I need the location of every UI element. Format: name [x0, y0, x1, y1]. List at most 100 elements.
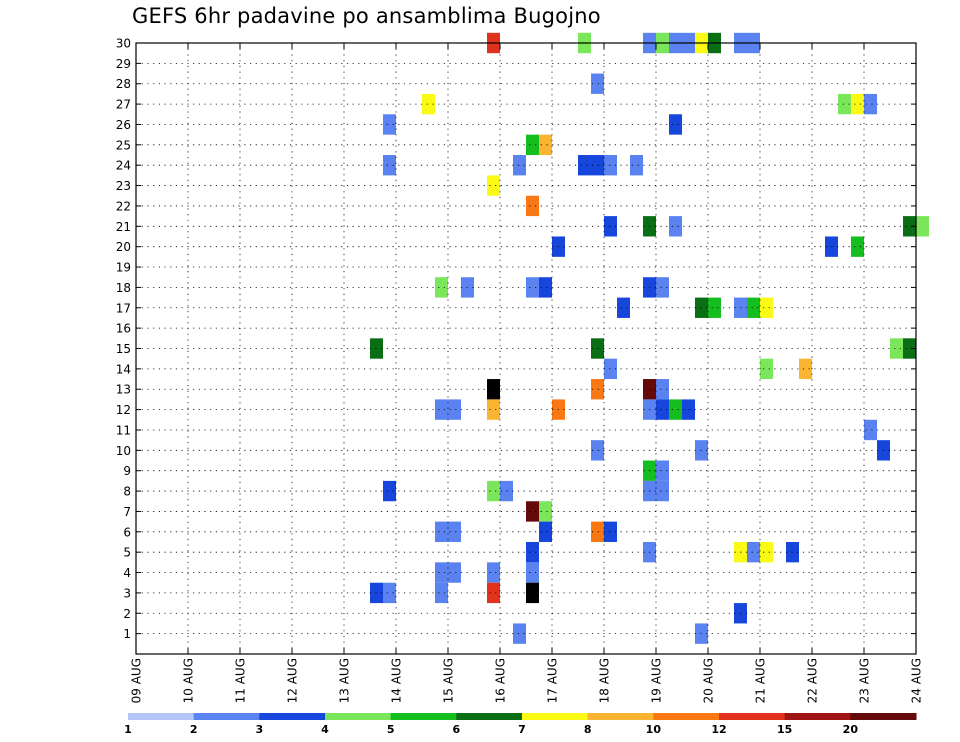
x-tick-label: 10 AUG	[182, 658, 196, 703]
heatmap-cell	[487, 582, 500, 604]
heatmap-cell	[591, 521, 604, 542]
y-tick-label: 24	[116, 159, 131, 173]
y-tick-label: 14	[116, 362, 131, 376]
heatmap-cell	[838, 93, 851, 115]
colorbar-label: 4	[321, 723, 329, 736]
x-tick-label: 21 AUG	[754, 658, 768, 703]
heatmap-cell	[487, 562, 500, 583]
x-tick-label: 09 AUG	[130, 658, 144, 703]
y-tick-label: 26	[116, 118, 131, 132]
colorbar-swatch	[784, 713, 851, 720]
heatmap-cell	[526, 277, 539, 298]
heatmap-cell	[851, 236, 864, 257]
y-tick-label: 1	[123, 627, 131, 641]
y-tick-label: 17	[116, 301, 131, 315]
axis-layer: 1234567891011121314151617181920212223242…	[116, 37, 924, 704]
colorbar: 1 2 3 4 5 6 7 8 10 12 15 20	[124, 713, 917, 736]
x-tick-label: 11 AUG	[234, 658, 248, 703]
y-tick-label: 20	[116, 240, 131, 254]
colorbar-swatch	[259, 713, 326, 720]
heatmap-cell	[864, 93, 877, 115]
colorbar-swatch	[193, 713, 260, 720]
y-tick-label: 19	[116, 261, 131, 275]
cells-layer	[370, 32, 929, 644]
colorbar-label: 1	[124, 723, 132, 736]
y-tick-label: 3	[123, 586, 131, 600]
y-tick-label: 21	[116, 220, 131, 234]
colorbar-swatch	[719, 713, 786, 720]
heatmap-cell	[604, 155, 617, 176]
y-tick-label: 8	[123, 485, 131, 499]
colorbar-label: 10	[646, 723, 662, 736]
heatmap-cell	[760, 297, 773, 318]
y-tick-label: 27	[116, 98, 131, 112]
heatmap-cell	[903, 216, 916, 237]
heatmap-cell	[539, 277, 552, 298]
heatmap-cell	[708, 297, 721, 318]
colorbar-swatch	[390, 713, 457, 720]
colorbar-swatch	[456, 713, 523, 720]
heatmap-cell	[513, 155, 526, 176]
heatmap-cell	[591, 379, 604, 400]
colorbar-label: 6	[453, 723, 461, 736]
heatmap-cell	[435, 562, 448, 583]
y-tick-label: 30	[116, 37, 131, 51]
heatmap-cell	[448, 521, 461, 542]
heatmap-cell	[539, 134, 552, 156]
x-tick-label: 17 AUG	[546, 658, 560, 703]
heatmap-cell	[903, 338, 916, 359]
heatmap-cell	[656, 460, 669, 481]
y-tick-label: 11	[116, 423, 131, 437]
heatmap-cell	[539, 521, 552, 542]
heatmap-cell	[487, 175, 500, 196]
y-tick-label: 16	[116, 322, 131, 336]
x-tick-label: 13 AUG	[338, 658, 352, 703]
y-tick-label: 28	[116, 77, 131, 91]
y-tick-label: 29	[116, 57, 131, 71]
heatmap-cell	[656, 277, 669, 298]
heatmap-cell	[669, 399, 682, 420]
colorbar-swatch	[522, 713, 589, 720]
heatmap-cell	[747, 297, 760, 318]
x-tick-label: 24 AUG	[910, 658, 924, 703]
heatmap-cell	[682, 399, 695, 420]
heatmap-cell	[526, 582, 539, 604]
x-tick-label: 22 AUG	[806, 658, 820, 703]
heatmap-cell	[656, 399, 669, 420]
heatmap-cell	[604, 521, 617, 542]
heatmap-cell	[669, 114, 682, 135]
heatmap-cell	[539, 501, 552, 522]
x-tick-label: 19 AUG	[650, 658, 664, 703]
y-tick-label: 22	[116, 199, 131, 213]
x-tick-label: 20 AUG	[702, 658, 716, 703]
heatmap-cell	[617, 297, 630, 318]
heatmap-cell	[526, 541, 539, 563]
heatmap-cell	[591, 338, 604, 359]
heatmap-cell	[656, 480, 669, 502]
heatmap-cell	[435, 277, 448, 298]
colorbar-swatch	[325, 713, 392, 720]
heatmap-cell	[435, 399, 448, 420]
heatmap-cell	[513, 623, 526, 644]
y-tick-label: 6	[123, 525, 131, 539]
heatmap-cell	[383, 114, 396, 135]
x-tick-label: 16 AUG	[494, 658, 508, 703]
heatmap-cell	[760, 541, 773, 563]
grid-layer	[136, 42, 916, 654]
colorbar-label: 2	[190, 723, 198, 736]
colorbar-label: 20	[843, 723, 859, 736]
y-tick-label: 15	[116, 342, 131, 356]
heatmap-cell	[526, 501, 539, 522]
heatmap-cell	[669, 216, 682, 237]
x-tick-label: 23 AUG	[858, 658, 872, 703]
heatmap-cell	[604, 216, 617, 237]
heatmap-cell	[435, 521, 448, 542]
colorbar-label: 12	[711, 723, 726, 736]
heatmap-cell	[448, 562, 461, 583]
colorbar-swatch	[850, 713, 917, 720]
x-tick-label: 14 AUG	[390, 658, 404, 703]
heatmap-cell	[435, 582, 448, 604]
x-tick-label: 12 AUG	[286, 658, 300, 703]
x-tick-label: 15 AUG	[442, 658, 456, 703]
